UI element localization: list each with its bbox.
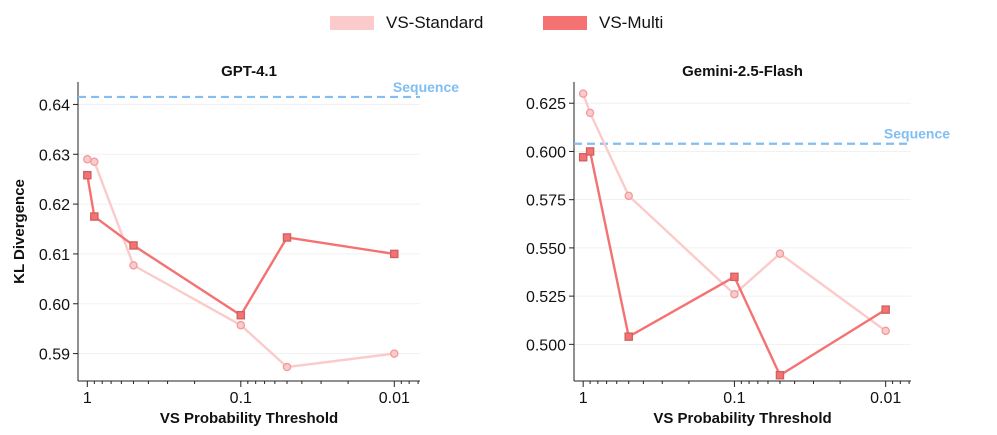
data-point-vs-multi: [129, 241, 138, 250]
y-tick-label: 0.500: [526, 337, 566, 354]
x-tick-label: 0.01: [379, 390, 410, 407]
y-tick-label: 0.600: [526, 144, 566, 161]
data-point-vs-multi: [585, 147, 595, 156]
y-tick-label: 0.625: [526, 96, 566, 113]
data-point-vs-multi: [390, 249, 399, 259]
panel-2: Gemini-2.5-Flash 0.500 0.525 0.550 0.575 0.60…: [526, 63, 950, 427]
x-axis-label: VS Probability Threshold: [160, 410, 338, 427]
data-point-vs-multi: [282, 233, 292, 242]
series-line-vs-multi: [86, 174, 395, 317]
y-tick-label: 0.64: [39, 97, 70, 114]
data-point-vs-standard: [83, 154, 92, 164]
data-point-vs-multi: [83, 170, 92, 180]
data-point-vs-multi: [90, 212, 99, 221]
data-point-vs-multi: [578, 152, 588, 162]
data-point-vs-multi: [236, 310, 246, 320]
x-tick-label: 0.01: [870, 390, 901, 407]
panel-1: GPT-4.1 0.59 0.60 0.61 0.62 0.63 0.64 1 0.1 0.01 V…: [11, 63, 459, 427]
x-tick-label: 1: [579, 390, 588, 407]
data-point-vs-standard: [585, 108, 595, 118]
data-point-vs-standard: [578, 89, 588, 98]
data-point-vs-standard: [90, 157, 99, 166]
legend-item-vs-standard: VS-Standard: [330, 12, 483, 34]
x-tick-label: 0.1: [230, 390, 252, 407]
legend-swatch-vs-standard: [330, 16, 374, 30]
y-axis-label: KL Divergence: [11, 179, 28, 284]
y-tick-label: 0.61: [39, 247, 70, 264]
x-axis-label: VS Probability Threshold: [653, 410, 831, 427]
legend: VS-Standard VS-Multi: [0, 8, 997, 38]
chart-title: Gemini-2.5-Flash: [682, 63, 803, 80]
x-tick-label: 1: [83, 390, 92, 407]
data-point-vs-multi: [624, 332, 633, 341]
data-point-vs-standard: [282, 362, 292, 372]
data-point-vs-multi: [881, 305, 890, 314]
sequence-label: Sequence: [884, 126, 950, 142]
data-point-vs-multi: [730, 272, 739, 282]
y-tick-label: 0.575: [526, 193, 566, 210]
y-tick-label: 0.525: [526, 289, 566, 306]
y-tick-label: 0.63: [39, 147, 70, 164]
legend-label-vs-multi: VS-Multi: [599, 13, 664, 32]
legend-swatch-vs-multi: [543, 16, 587, 30]
y-tick-label: 0.550: [526, 241, 566, 258]
data-point-vs-standard: [881, 326, 890, 336]
series-line-vs-multi: [582, 150, 887, 377]
data-point-vs-standard: [236, 320, 246, 330]
data-point-vs-standard: [129, 261, 138, 270]
data-point-vs-standard: [730, 289, 739, 299]
sequence-label: Sequence: [393, 79, 459, 95]
y-tick-label: 0.59: [39, 347, 70, 364]
legend-item-vs-multi: VS-Multi: [543, 12, 663, 34]
x-tick-label: 0.1: [723, 390, 745, 407]
data-point-vs-standard: [775, 249, 785, 258]
chart-title: GPT-4.1: [221, 63, 277, 80]
y-tick-label: 0.60: [39, 297, 70, 314]
data-point-vs-multi: [775, 370, 785, 380]
data-point-vs-standard: [390, 349, 399, 358]
y-tick-label: 0.62: [39, 197, 70, 214]
legend-label-vs-standard: VS-Standard: [386, 13, 484, 32]
data-point-vs-standard: [624, 191, 633, 201]
